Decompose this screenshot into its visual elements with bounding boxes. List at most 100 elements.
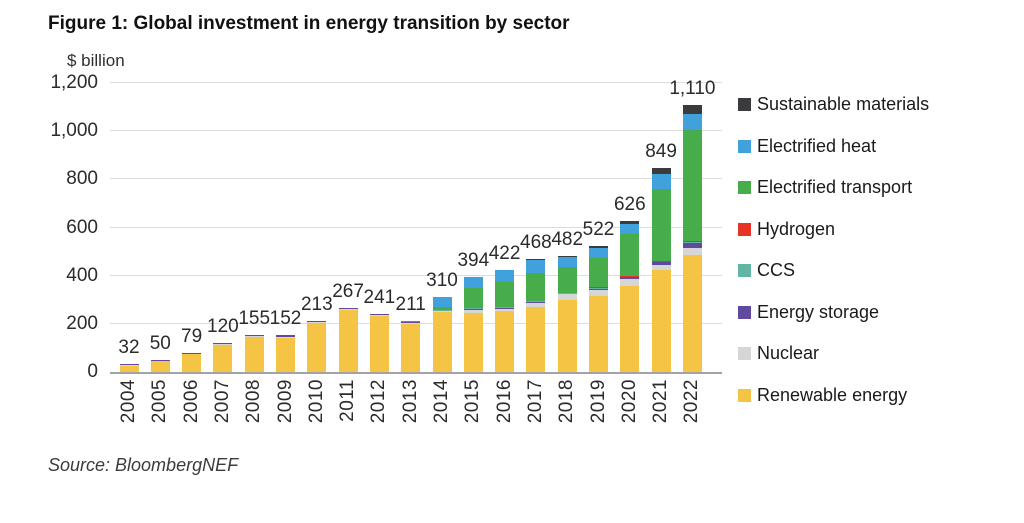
bar-segment-nuclear: [589, 289, 608, 297]
y-tick-label-800: 800: [66, 168, 98, 190]
bar-segment-renewable_energy: [620, 285, 640, 372]
bar-segment-renewable_energy: [307, 322, 327, 372]
bar-segment-renewable_energy: [557, 300, 577, 372]
bar-value-label-2008: 155: [238, 307, 271, 329]
bar-segment-nuclear: [463, 309, 483, 313]
x-tick-label-2020: 2020: [618, 379, 640, 424]
x-tick-label-2009: 2009: [274, 379, 296, 424]
bar-segment-electrified_transport: [495, 282, 515, 307]
bar-segment-renewable_energy: [244, 336, 264, 372]
plot-area: [110, 82, 722, 374]
legend-swatch-icon: [738, 181, 751, 194]
bar-segment-ccs: [620, 276, 640, 278]
bar-segment-sustainable_materials: [682, 104, 702, 115]
x-tick-label-2014: 2014: [431, 379, 452, 424]
bar-segment-nuclear: [682, 248, 702, 255]
x-tick-label-2019: 2019: [587, 379, 609, 424]
bar-value-label-2007: 120: [207, 316, 239, 338]
legend-swatch-icon: [738, 347, 751, 360]
y-tick-label-0: 0: [87, 361, 98, 382]
bar-segment-energy_storage: [651, 261, 671, 266]
legend-label: CCS: [757, 260, 796, 280]
x-tick-label-2004: 2004: [118, 379, 139, 424]
legend-label: Electrified heat: [757, 135, 877, 156]
bar-segment-renewable_energy: [369, 316, 389, 372]
legend-swatch-icon: [738, 388, 751, 402]
bar-segment-energy_storage: [369, 313, 389, 316]
bar-segment-energy_storage: [620, 277, 640, 280]
bar-segment-nuclear: [369, 315, 389, 317]
bar-segment-energy_storage: [557, 293, 577, 295]
bar-value-label-2005: 50: [149, 332, 171, 354]
bar-segment-renewable_energy: [432, 311, 452, 372]
chart-title: Figure 1: Global investment in energy tr…: [48, 13, 570, 34]
bar-segment-nuclear: [307, 321, 327, 323]
bar-2020: [620, 221, 640, 372]
legend-swatch-icon: [738, 139, 751, 153]
x-tick-label-2018: 2018: [556, 379, 578, 424]
bar-2021: [651, 167, 671, 372]
bar-2015: [463, 277, 483, 372]
bar-segment-electrified_heat: [589, 248, 608, 258]
bar-value-label-2019: 522: [582, 219, 615, 241]
bar-segment-renewable_energy: [213, 344, 233, 372]
bar-2017: [526, 259, 546, 372]
bar-segment-renewable_energy: [338, 310, 358, 372]
x-tick-label-2013: 2013: [399, 379, 421, 424]
bar-segment-nuclear: [244, 335, 264, 337]
bar-segment-nuclear: [651, 265, 671, 270]
bar-segment-energy_storage: [244, 334, 264, 336]
legend-label: Electrified transport: [757, 177, 913, 197]
bar-2022: [682, 104, 702, 372]
bar-segment-renewable_energy: [401, 323, 421, 372]
bar-2013: [401, 321, 421, 372]
x-tick-label-2015: 2015: [462, 379, 484, 424]
bar-segment-electrified_transport: [432, 307, 452, 310]
x-tick-label-2008: 2008: [243, 379, 265, 424]
bar-value-label-2020: 626: [613, 194, 646, 216]
bar-segment-energy_storage: [526, 301, 546, 304]
bar-segment-renewable_energy: [495, 310, 515, 372]
bar-2007: [213, 343, 233, 372]
bar-value-label-2022: 1,110: [669, 77, 716, 99]
y-tick-label-1200: 1,200: [50, 72, 98, 93]
bar-segment-electrified_heat: [495, 270, 515, 283]
bar-segment-electrified_heat: [557, 256, 577, 267]
legend-label: Hydrogen: [757, 218, 836, 239]
bar-segment-electrified_transport: [682, 130, 702, 242]
x-tick-label-2005: 2005: [149, 379, 171, 424]
legend-label: Energy storage: [757, 301, 880, 322]
bar-value-label-2018: 482: [551, 228, 584, 250]
bar-segment-electrified_heat: [682, 114, 702, 131]
x-tick-label-2017: 2017: [524, 379, 546, 424]
x-tick-label-2016: 2016: [493, 379, 515, 424]
x-tick-label-2022: 2022: [681, 379, 703, 424]
bar-segment-energy_storage: [495, 307, 515, 310]
bar-2012: [369, 313, 389, 372]
y-tick-label-1000: 1,000: [50, 120, 98, 142]
bar-segment-nuclear: [620, 279, 640, 286]
x-tick-label-2021: 2021: [650, 379, 672, 424]
bar-2010: [307, 320, 327, 372]
x-tick-label-2011: 2011: [337, 379, 359, 422]
gridline-400: [110, 274, 722, 276]
bar-2004: [119, 364, 139, 372]
bar-segment-renewable_energy: [682, 254, 702, 372]
bar-value-label-2004: 32: [118, 337, 140, 359]
bar-2018: [557, 255, 577, 372]
legend-item-electrified_transport: Electrified transport: [738, 177, 929, 198]
bar-segment-ccs: [682, 241, 702, 243]
bar-segment-electrified_heat: [526, 259, 546, 273]
bar-segment-energy_storage: [338, 307, 358, 310]
gridline-800: [110, 178, 722, 180]
bar-value-label-2006: 79: [181, 325, 203, 347]
bar-segment-renewable_energy: [182, 353, 202, 372]
bar-segment-electrified_transport: [620, 234, 640, 276]
bar-value-label-2012: 241: [363, 286, 396, 308]
bar-segment-energy_storage: [463, 308, 483, 310]
bar-segment-electrified_transport: [401, 321, 421, 322]
bar-2011: [338, 307, 358, 372]
legend-item-renewable_energy: Renewable energy: [738, 385, 929, 406]
legend-swatch-icon: [738, 264, 751, 277]
bar-segment-electrified_heat: [620, 223, 640, 235]
